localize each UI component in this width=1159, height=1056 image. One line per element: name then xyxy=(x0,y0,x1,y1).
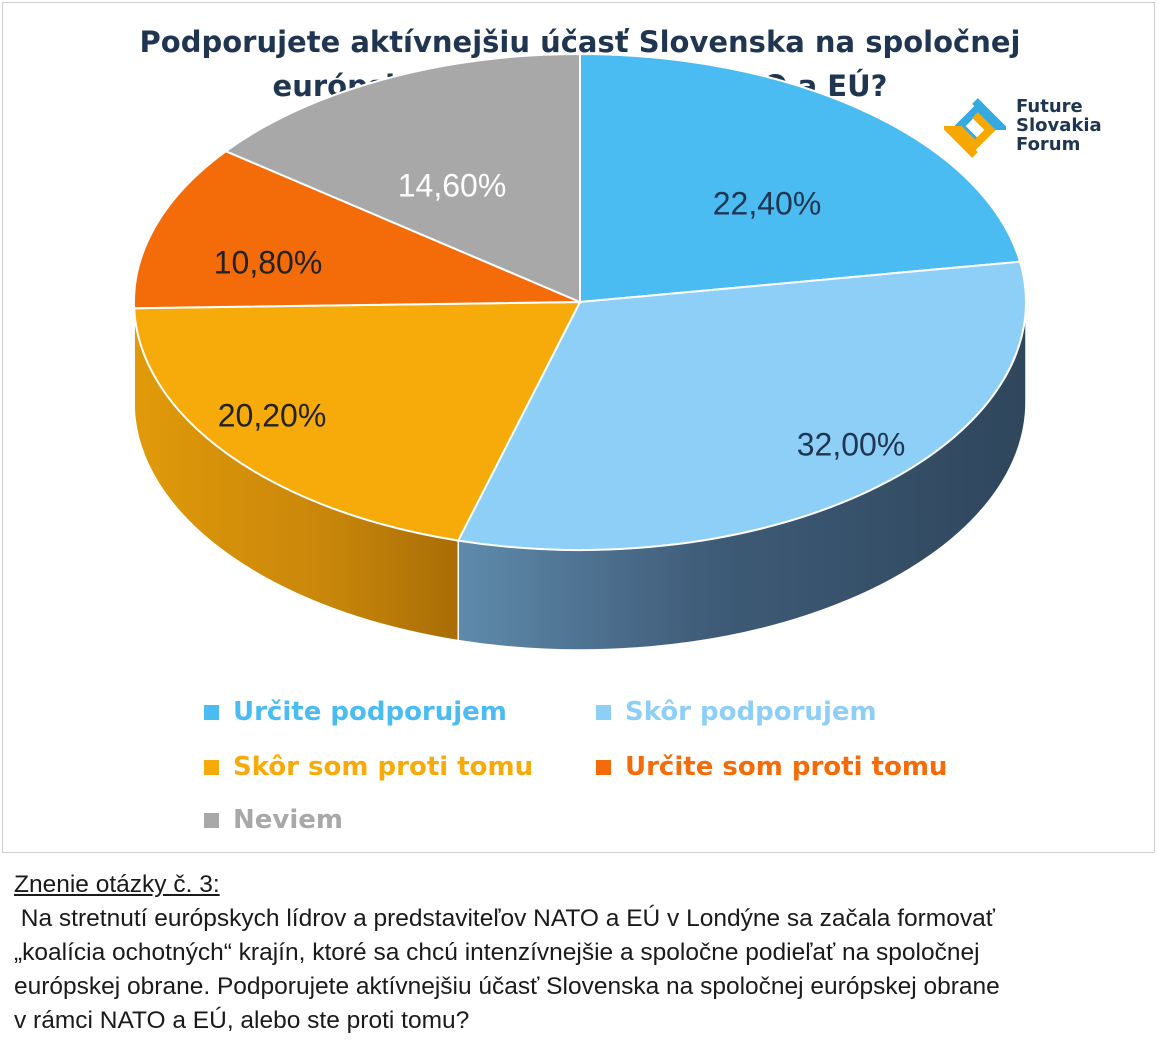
legend-swatch xyxy=(596,759,611,775)
pie-slice-urcite-podporujem xyxy=(579,53,1022,303)
pie-slice-skor-podporujem xyxy=(457,260,1027,551)
pie-slice-skor-som-proti-tomu xyxy=(133,301,581,542)
question-text: Znenie otázky č. 3: Na stretnutí európsk… xyxy=(14,868,1149,1038)
legend-item-urcite-som-proti-tomu: Určite som proti tomu xyxy=(596,752,947,782)
pie-slice-neviem xyxy=(224,53,581,303)
data-label-urcite-podporujem: 22,40% xyxy=(713,185,822,221)
data-label-skor-som-proti-tomu: 20,20% xyxy=(218,397,327,433)
legend-swatch xyxy=(204,759,219,775)
data-label-urcite-som-proti-tomu: 10,80% xyxy=(214,244,323,280)
legend-item-urcite-podporujem: Určite podporujem xyxy=(204,697,507,727)
legend-label: Neviem xyxy=(233,805,343,835)
data-label-skor-podporujem: 32,00% xyxy=(797,426,906,462)
legend-label: Určite podporujem xyxy=(233,697,507,727)
logo-line-2: Slovakia xyxy=(1016,115,1102,136)
legend-label: Skôr som proti tomu xyxy=(233,752,534,782)
pie-tops xyxy=(133,53,1027,551)
legend-item-skor-podporujem: Skôr podporujem xyxy=(596,697,877,727)
legend-label: Určite som proti tomu xyxy=(625,752,948,782)
legend-swatch xyxy=(596,704,611,720)
legend-swatch xyxy=(204,812,219,828)
question-line: Na stretnutí európskych lídrov a predsta… xyxy=(14,905,995,932)
question-line: európskej obrane. Podporujete aktívnejši… xyxy=(14,973,1000,1000)
legend-item-neviem: Neviem xyxy=(204,805,343,835)
logo-mark-icon xyxy=(944,98,1006,158)
legend-swatch xyxy=(204,704,219,720)
pie-labels: 22,40% 32,00% 20,20% 10,80% 14,60% xyxy=(214,167,906,462)
question-line: „koalícia ochotných“ krajín, ktoré sa ch… xyxy=(14,939,980,966)
legend-label: Skôr podporujem xyxy=(625,697,877,727)
legend-item-skor-som-proti-tomu: Skôr som proti tomu xyxy=(204,752,533,782)
future-slovakia-forum-logo: Future Slovakia Forum xyxy=(944,95,1134,165)
logo-text: Future Slovakia Forum xyxy=(1016,97,1102,154)
pie-chart: 22,40% 32,00% 20,20% 10,80% 14,60% xyxy=(133,53,1027,651)
logo-line-3: Forum xyxy=(1016,134,1081,155)
question-line: v rámci NATO a EÚ, alebo ste proti tomu? xyxy=(14,1007,470,1034)
question-heading: Znenie otázky č. 3: xyxy=(14,871,220,898)
pie-slice-urcite-som-proti-tomu xyxy=(133,150,581,310)
data-label-neviem: 14,60% xyxy=(398,167,507,203)
logo-line-1: Future xyxy=(1016,96,1083,117)
